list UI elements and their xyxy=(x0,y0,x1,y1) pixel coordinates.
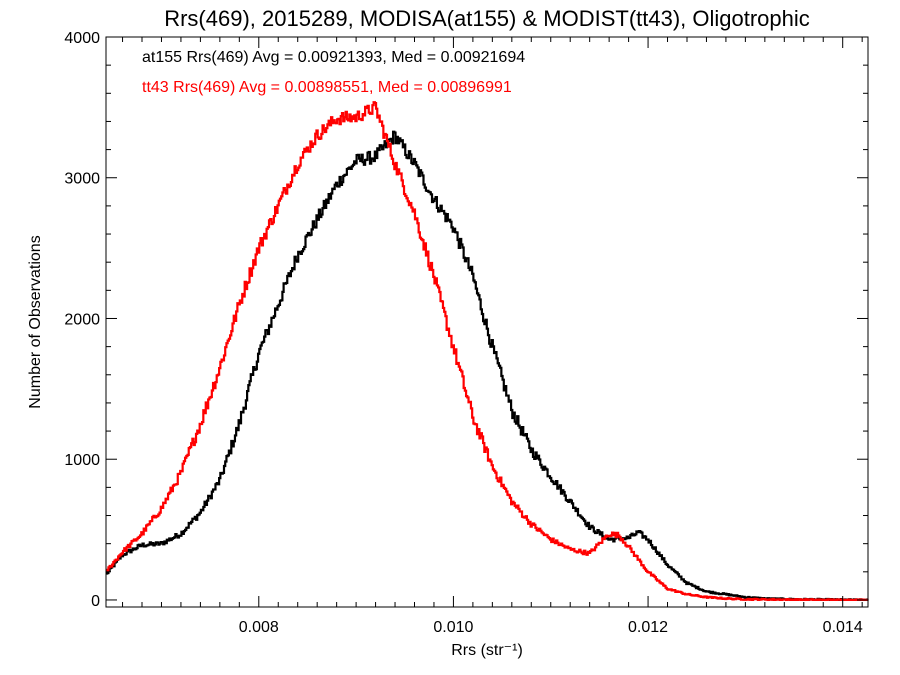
y-tick-label: 4000 xyxy=(64,30,100,47)
y-axis-label: Number of Observations xyxy=(27,235,44,408)
ticks-layer: 0.008 0.010 0.012 0.014 0 1000 2000 3000 4000 xyxy=(64,30,868,636)
x-axis-label: Rrs (str⁻¹) xyxy=(451,642,523,659)
y-tick-label: 3000 xyxy=(64,171,100,188)
chart-title: Rrs(469), 2015289, MODISA(at155) & MODIS… xyxy=(164,6,810,31)
series-line-0 xyxy=(106,130,869,602)
x-tick-label: 0.008 xyxy=(239,619,279,636)
plot-frame xyxy=(105,36,869,608)
annotation-tt43: tt43 Rrs(469) Avg = 0.00898551, Med = 0.… xyxy=(142,79,512,96)
x-tick-label: 0.010 xyxy=(433,619,473,636)
y-tick-label: 0 xyxy=(91,593,100,610)
x-tick-label: 0.014 xyxy=(823,619,863,636)
annotation-at155: at155 Rrs(469) Avg = 0.00921393, Med = 0… xyxy=(142,49,525,66)
x-tick-label: 0.012 xyxy=(628,619,668,636)
series-line-1 xyxy=(106,101,869,602)
series-layer xyxy=(106,101,869,602)
y-tick-label: 2000 xyxy=(64,311,100,328)
y-tick-label: 1000 xyxy=(64,452,100,469)
